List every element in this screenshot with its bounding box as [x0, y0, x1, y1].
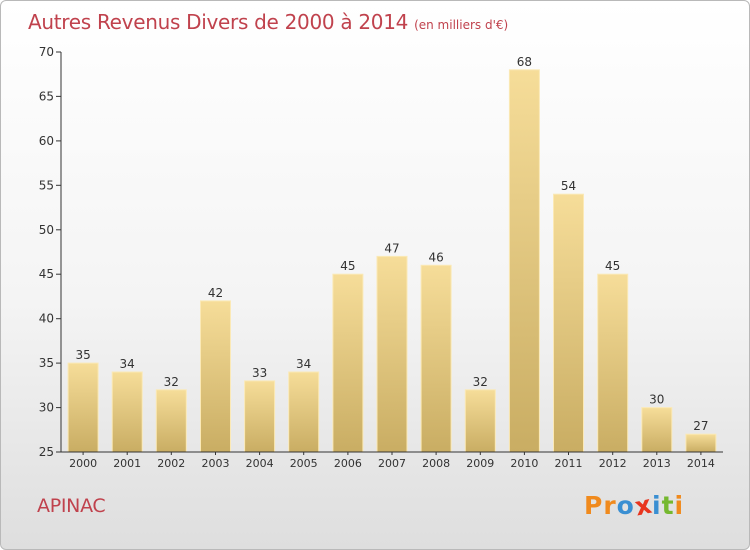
data-label-2006: 45 [340, 259, 355, 273]
data-label-2007: 47 [384, 241, 399, 255]
x-tick-label-2010: 2010 [510, 457, 538, 470]
data-label-2012: 45 [605, 259, 620, 273]
data-label-2000: 35 [75, 348, 90, 362]
bar-2001 [111, 371, 143, 453]
y-tick-label-55: 55 [39, 178, 54, 192]
bar-2014 [685, 433, 717, 453]
y-tick-label-30: 30 [39, 401, 54, 415]
y-tick-label-45: 45 [39, 267, 54, 281]
logo-letter: i [652, 491, 662, 520]
bar-2004 [244, 380, 276, 453]
y-tick-label-40: 40 [39, 312, 54, 326]
logo-letter: i [674, 491, 685, 520]
logo-letter: t [661, 491, 675, 520]
bar-2008 [420, 264, 452, 453]
y-tick-label-35: 35 [39, 356, 54, 370]
x-tick-label-2014: 2014 [687, 457, 715, 470]
x-tick-label-2011: 2011 [555, 457, 583, 470]
x-tick-label-2005: 2005 [290, 457, 318, 470]
y-tick-label-25: 25 [39, 445, 54, 459]
data-label-2001: 34 [120, 357, 135, 371]
bar-2007 [376, 255, 408, 453]
bars-group: 35 34 32 42 33 34 45 47 46 32 68 54 45 30 27 [67, 55, 717, 453]
x-tick-label-2008: 2008 [422, 457, 450, 470]
x-tick-label-2012: 2012 [599, 457, 627, 470]
data-label-2003: 42 [208, 286, 223, 300]
data-label-2010: 68 [517, 55, 532, 69]
x-tick-label-2009: 2009 [466, 457, 494, 470]
chart-unit-note: (en milliers d'€) [414, 18, 509, 32]
x-tick-label-2004: 2004 [246, 457, 274, 470]
bar-2009 [464, 389, 496, 453]
x-tick-label-2002: 2002 [157, 457, 185, 470]
logo-letter: r [603, 491, 617, 520]
bar-2010 [508, 69, 540, 453]
bar-2002 [155, 389, 187, 453]
data-label-2009: 32 [473, 375, 488, 389]
y-tick-label-70: 70 [39, 45, 54, 59]
y-tick-label-60: 60 [39, 134, 54, 148]
x-tick-label-2006: 2006 [334, 457, 362, 470]
x-tick-label-2007: 2007 [378, 457, 406, 470]
logo-letter: P [584, 491, 604, 520]
data-label-2013: 30 [649, 393, 664, 407]
y-tick-label-65: 65 [39, 89, 54, 103]
chart-title: Autres Revenus Divers de 2000 à 2014 (en … [28, 10, 508, 34]
bar-2003 [200, 300, 231, 453]
bar-2006 [332, 273, 364, 453]
x-tick-label-2000: 2000 [69, 457, 97, 470]
data-label-2002: 32 [164, 375, 179, 389]
y-tick-label-50: 50 [39, 223, 54, 237]
logo-letter: o [616, 491, 635, 520]
x-tick-label-2003: 2003 [202, 457, 230, 470]
bar-2011 [553, 193, 584, 453]
data-label-2014: 27 [693, 419, 708, 433]
x-tick-label-2013: 2013 [643, 457, 671, 470]
chart-title-text: Autres Revenus Divers de 2000 à 2014 [28, 10, 409, 34]
data-label-2011: 54 [561, 179, 576, 193]
bar-2000 [67, 362, 99, 453]
place-name: APINAC [37, 495, 106, 517]
data-label-2004: 33 [252, 366, 267, 380]
bar-2013 [641, 407, 673, 453]
axes-group: 2000 2001 2002 2003 2004 2005 2006 2007 2008 2009… [39, 45, 723, 470]
data-label-2005: 34 [296, 357, 311, 371]
data-label-2008: 46 [428, 250, 443, 264]
x-tick-label-2001: 2001 [113, 457, 141, 470]
bar-2012 [597, 273, 629, 453]
proxiti-logo: Proxiti [584, 490, 685, 522]
bar-2005 [288, 371, 320, 453]
